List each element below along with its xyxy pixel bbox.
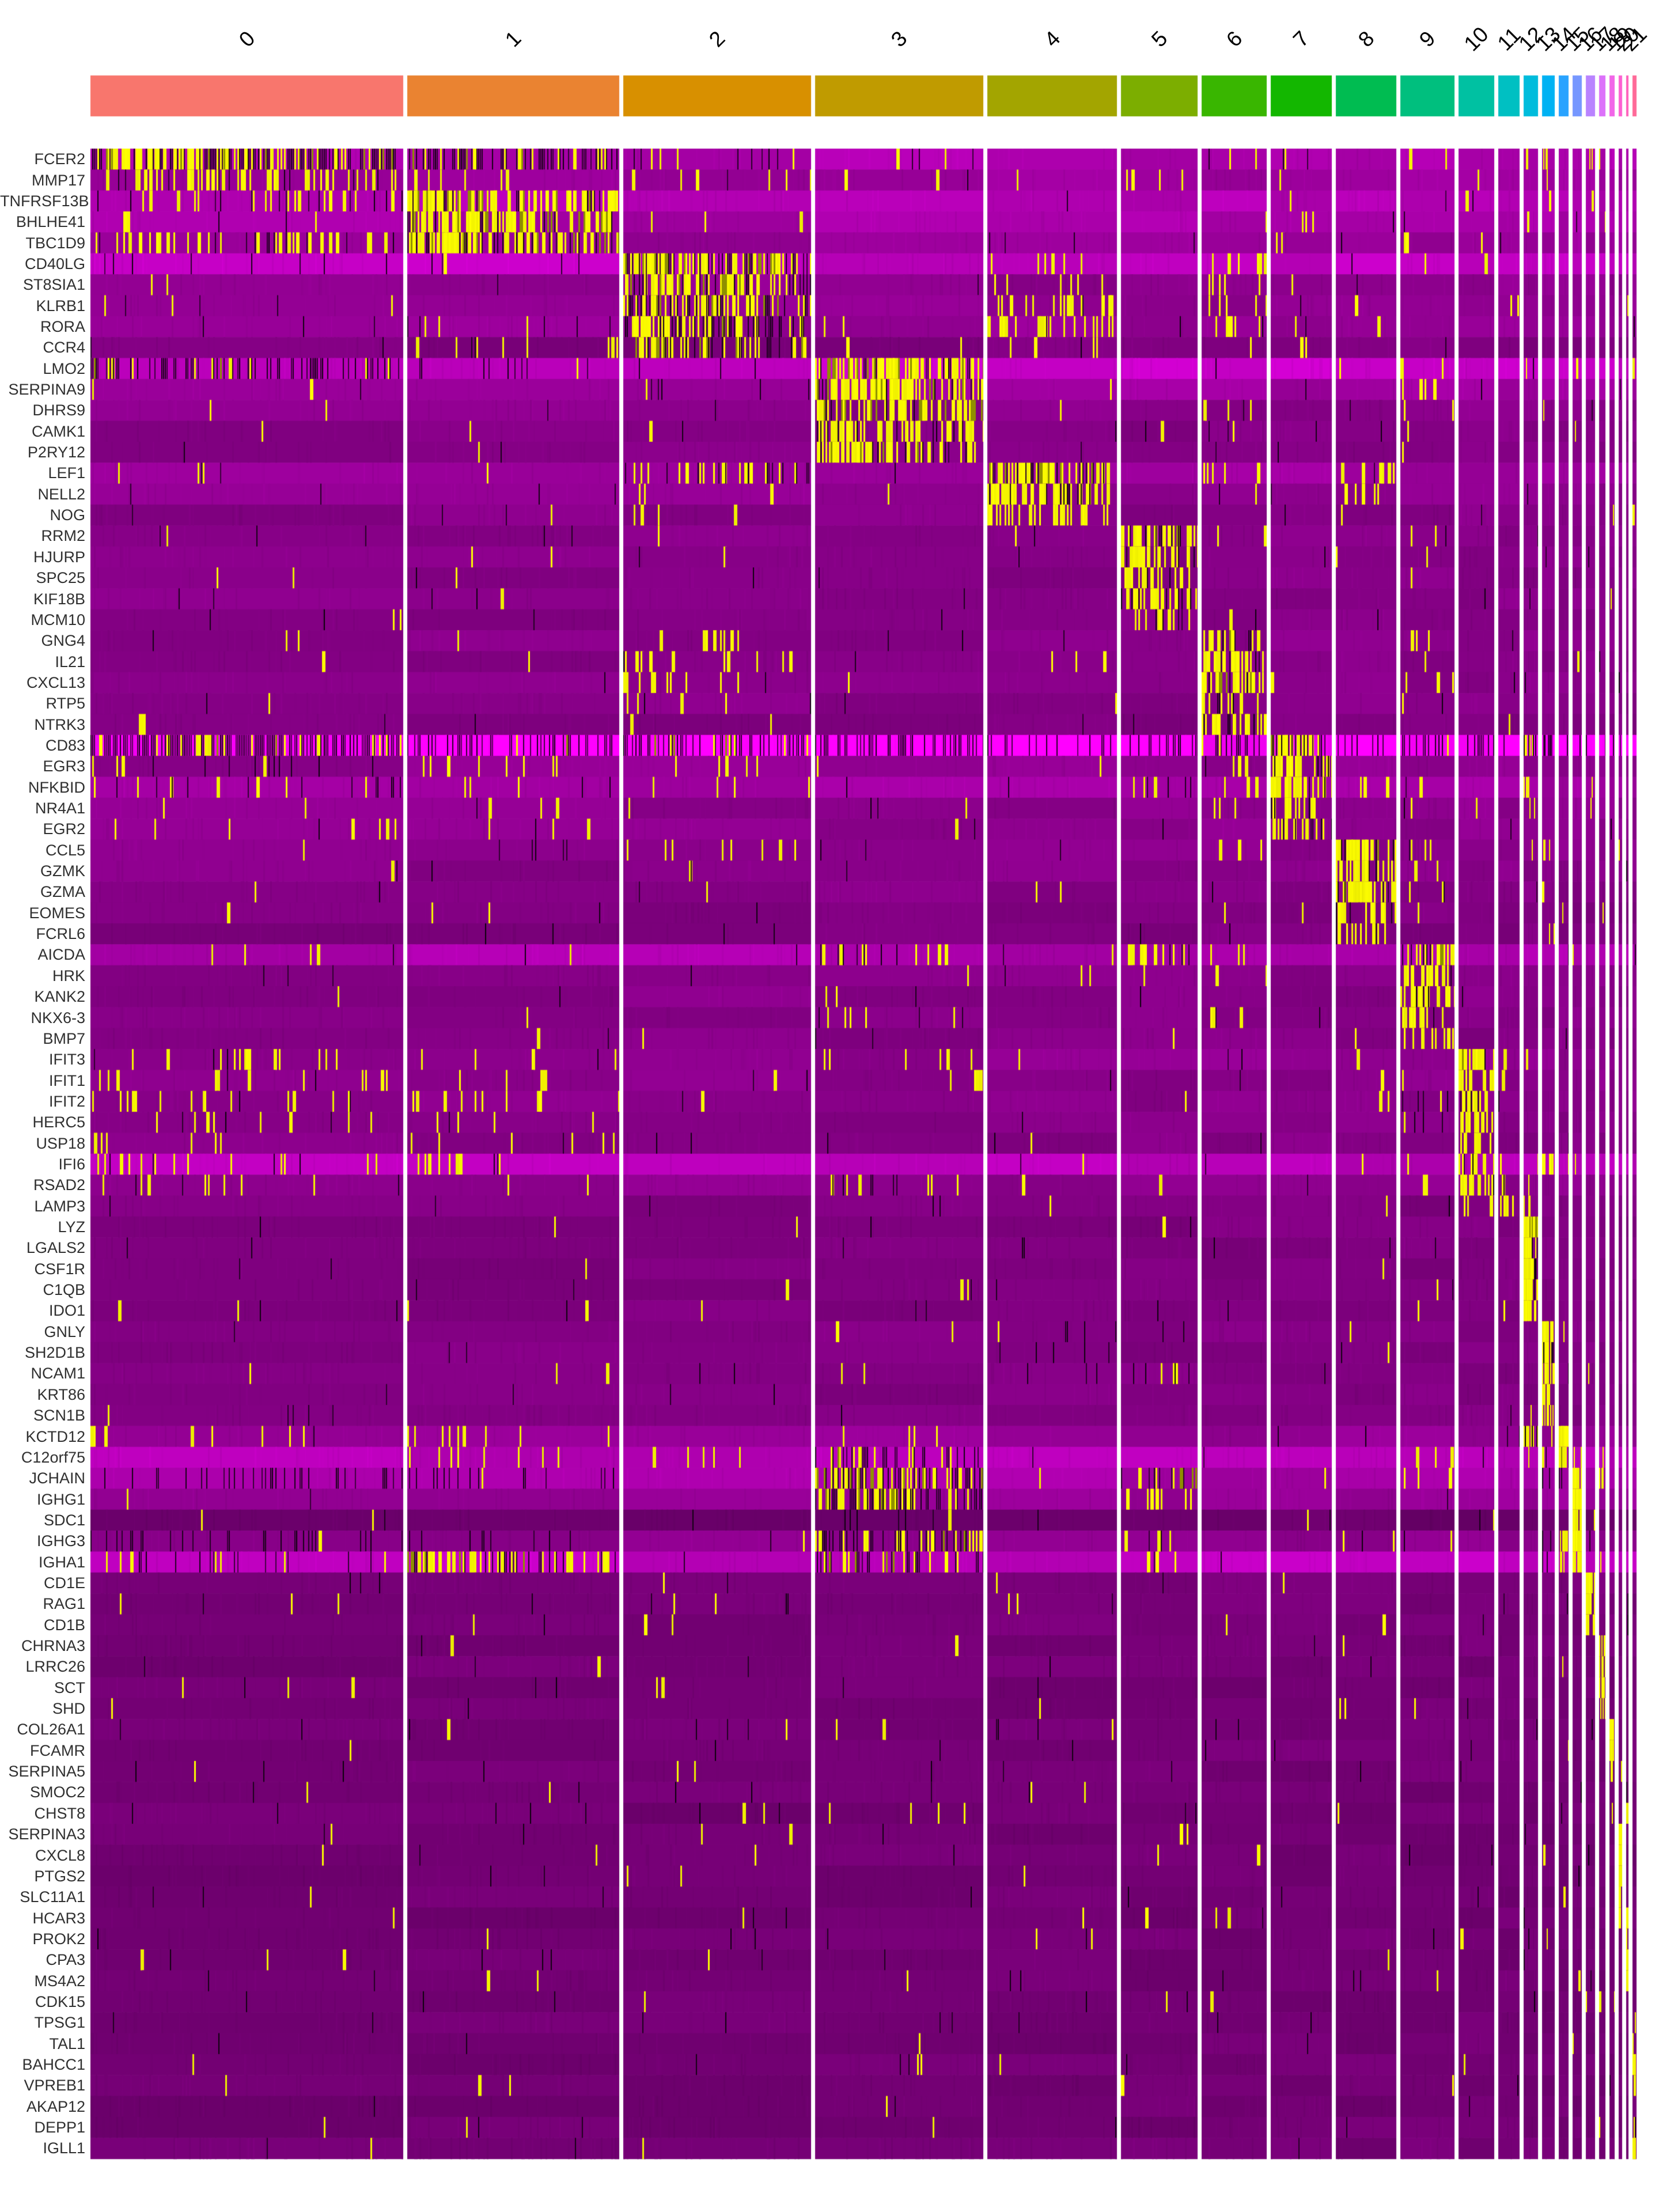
gene-label-IFIT2: IFIT2 (48, 1092, 85, 1110)
gene-label-LGALS2: LGALS2 (26, 1239, 85, 1257)
gene-label-TPSG1: TPSG1 (34, 2014, 85, 2032)
gene-label-KLRB1: KLRB1 (36, 297, 85, 315)
gene-label-NKX6-3: NKX6-3 (31, 1009, 85, 1027)
gene-label-VPREB1: VPREB1 (24, 2077, 85, 2094)
gene-label-SDC1: SDC1 (43, 1511, 85, 1529)
gene-label-CCR4: CCR4 (43, 339, 85, 357)
gene-label-SPC25: SPC25 (36, 569, 85, 587)
gene-label-HJURP: HJURP (33, 548, 85, 566)
gene-label-JCHAIN: JCHAIN (29, 1469, 85, 1487)
gene-label-P2RY12: P2RY12 (27, 444, 85, 461)
gene-label-NFKBID: NFKBID (28, 778, 85, 796)
gene-label-IFI6: IFI6 (58, 1155, 85, 1173)
gene-label-C1QB: C1QB (43, 1281, 85, 1299)
gene-label-IGHA1: IGHA1 (38, 1553, 85, 1571)
gene-label-SLC11A1: SLC11A1 (20, 1888, 85, 1906)
gene-label-EGR2: EGR2 (43, 820, 85, 838)
gene-label-CPA3: CPA3 (46, 1951, 85, 1969)
gene-label-TBC1D9: TBC1D9 (25, 234, 85, 252)
gene-label-RRM2: RRM2 (41, 527, 85, 545)
gene-label-TNFRSF13B: TNFRSF13B (0, 192, 89, 210)
gene-label-LRRC26: LRRC26 (25, 1658, 85, 1676)
gene-label-FCER2: FCER2 (34, 150, 85, 168)
gene-label-KANK2: KANK2 (34, 988, 85, 1006)
gene-label-RSAD2: RSAD2 (33, 1176, 85, 1194)
gene-label-BMP7: BMP7 (43, 1029, 85, 1047)
gene-label-C12orf75: C12orf75 (21, 1448, 85, 1466)
gene-label-IFIT1: IFIT1 (48, 1071, 85, 1089)
gene-label-MMP17: MMP17 (31, 171, 85, 189)
gene-label-IGHG1: IGHG1 (36, 1490, 85, 1508)
gene-label-CCL5: CCL5 (45, 841, 85, 859)
gene-label-CXCL13: CXCL13 (26, 673, 85, 691)
gene-label-SHD: SHD (52, 1700, 85, 1718)
gene-label-DEPP1: DEPP1 (34, 2119, 85, 2137)
gene-label-SCT: SCT (54, 1679, 85, 1696)
gene-label-BHLHE41: BHLHE41 (16, 213, 85, 231)
gene-label-CAMK1: CAMK1 (31, 422, 85, 440)
gene-label-SMOC2: SMOC2 (29, 1783, 85, 1801)
gene-label-IL21: IL21 (55, 653, 85, 671)
gene-label-ST8SIA1: ST8SIA1 (22, 276, 85, 294)
gene-label-BAHCC1: BAHCC1 (22, 2056, 85, 2074)
gene-label-HRK: HRK (52, 967, 85, 984)
gene-label-CXCL8: CXCL8 (35, 1846, 85, 1864)
gene-label-MS4A2: MS4A2 (34, 1972, 85, 1990)
gene-label-NR4A1: NR4A1 (35, 800, 85, 817)
gene-label-CD83: CD83 (45, 736, 85, 754)
gene-label-IGHG3: IGHG3 (36, 1532, 85, 1550)
gene-label-GNG4: GNG4 (41, 632, 85, 650)
gene-label-IGLL1: IGLL1 (43, 2139, 85, 2157)
gene-label-PROK2: PROK2 (32, 1930, 85, 1948)
gene-label-HERC5: HERC5 (32, 1113, 85, 1131)
gene-label-CHRNA3: CHRNA3 (21, 1637, 85, 1655)
gene-label-KIF18B: KIF18B (33, 590, 85, 608)
gene-label-IDO1: IDO1 (48, 1302, 85, 1320)
gene-label-PTGS2: PTGS2 (34, 1867, 85, 1885)
gene-label-LAMP3: LAMP3 (34, 1197, 85, 1215)
gene-label-GNLY: GNLY (44, 1323, 85, 1340)
gene-label-NCAM1: NCAM1 (31, 1365, 85, 1382)
gene-label-LEF1: LEF1 (48, 464, 85, 482)
gene-label-MCM10: MCM10 (31, 611, 85, 628)
gene-label-SCN1B: SCN1B (33, 1407, 85, 1425)
gene-label-KRT86: KRT86 (37, 1385, 85, 1403)
gene-label-NELL2: NELL2 (37, 485, 85, 503)
gene-label-EOMES: EOMES (29, 904, 85, 922)
gene-label-RORA: RORA (40, 317, 85, 335)
gene-label-EGR3: EGR3 (43, 757, 85, 775)
gene-label-USP18: USP18 (36, 1134, 85, 1152)
gene-label-GZMA: GZMA (40, 883, 85, 901)
gene-label-SERPINA3: SERPINA3 (8, 1825, 85, 1843)
gene-label-CDK15: CDK15 (35, 1993, 85, 2010)
gene-label-SERPINA9: SERPINA9 (8, 381, 85, 399)
gene-label-CD1E: CD1E (43, 1574, 85, 1592)
gene-label-GZMK: GZMK (40, 862, 85, 880)
gene-label-CSF1R: CSF1R (34, 1260, 85, 1278)
gene-label-CHST8: CHST8 (34, 1804, 85, 1822)
gene-label-LMO2: LMO2 (43, 359, 85, 377)
gene-label-DHRS9: DHRS9 (32, 402, 85, 419)
gene-label-CD40LG: CD40LG (24, 255, 85, 272)
gene-label-SH2D1B: SH2D1B (24, 1344, 85, 1362)
gene-label-RAG1: RAG1 (43, 1595, 85, 1613)
gene-label-NOG: NOG (50, 506, 85, 524)
gene-label-AKAP12: AKAP12 (26, 2097, 85, 2115)
gene-label-FCAMR: FCAMR (30, 1741, 85, 1759)
gene-label-FCRL6: FCRL6 (36, 925, 85, 943)
gene-label-SERPINA5: SERPINA5 (8, 1763, 85, 1781)
gene-label-COL26A1: COL26A1 (17, 1721, 85, 1738)
gene-label-AICDA: AICDA (37, 946, 85, 964)
gene-label-TAL1: TAL1 (49, 2035, 85, 2052)
gene-label-KCTD12: KCTD12 (25, 1427, 85, 1445)
gene-label-LYZ: LYZ (58, 1218, 85, 1236)
gene-label-RTP5: RTP5 (46, 695, 85, 713)
gene-label-CD1B: CD1B (43, 1616, 85, 1634)
gene-label-HCAR3: HCAR3 (32, 1909, 85, 1927)
gene-label-IFIT3: IFIT3 (48, 1051, 85, 1069)
gene-label-NTRK3: NTRK3 (34, 715, 85, 733)
